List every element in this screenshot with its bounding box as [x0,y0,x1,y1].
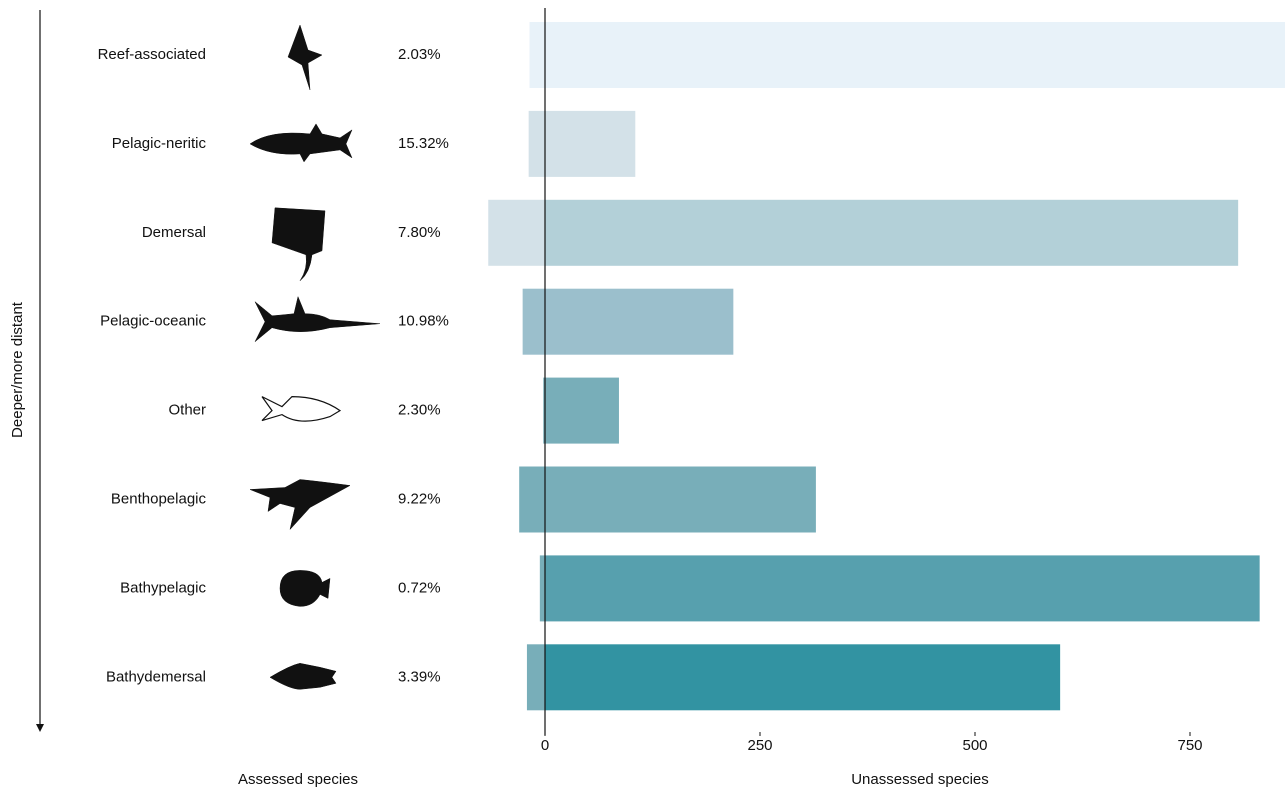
bar [545,466,816,533]
legend-unassessed: Unassessed species [851,771,989,788]
category-label: Reef-associated [98,46,206,63]
category-label: Bathypelagic [120,579,206,596]
bar [519,466,545,533]
bar [526,644,545,711]
percentage-label: 2.03% [398,46,441,63]
bar [545,377,619,444]
x-tick-label: 500 [962,737,987,754]
bar [539,555,545,622]
fish-icon [279,570,331,607]
bar [529,22,545,88]
x-tick-label: 750 [1177,737,1202,754]
fish-icon [287,24,323,91]
percentage-label: 0.72% [398,579,441,596]
fish-icon [249,479,351,531]
bar [488,199,545,266]
percentage-label: 15.32% [398,135,449,152]
percentage-label: 2.30% [398,402,441,419]
percentage-label: 9.22% [398,490,441,507]
x-tick-label: 250 [747,737,772,754]
percentage-label: 10.98% [398,313,449,330]
category-label: Benthopelagic [111,490,207,507]
bar [522,288,545,355]
category-label: Pelagic-oceanic [100,313,206,330]
fish-icon [271,207,326,281]
fish-icon [261,395,342,422]
bar [545,22,1285,88]
bar [545,288,734,355]
category-label: Demersal [142,224,206,241]
y-axis-label: Deeper/more distant [9,301,26,438]
bar [528,110,545,177]
bar [545,110,636,177]
percentage-label: 7.80% [398,224,441,241]
legend-assessed: Assessed species [238,771,358,788]
fish-icon [254,295,381,342]
depth-arrow-head [36,724,44,732]
category-label: Other [168,402,206,419]
plot-area [488,22,1285,711]
category-label: Bathydemersal [106,668,206,685]
fish-icon [269,663,337,690]
bar [545,199,1239,266]
bar [543,377,545,444]
bar [545,644,1061,711]
fish-icon [249,123,353,163]
bar [545,555,1260,622]
percentage-label: 3.39% [398,668,441,685]
x-tick-label: 0 [541,737,549,754]
category-label: Pelagic-neritic [112,135,207,152]
